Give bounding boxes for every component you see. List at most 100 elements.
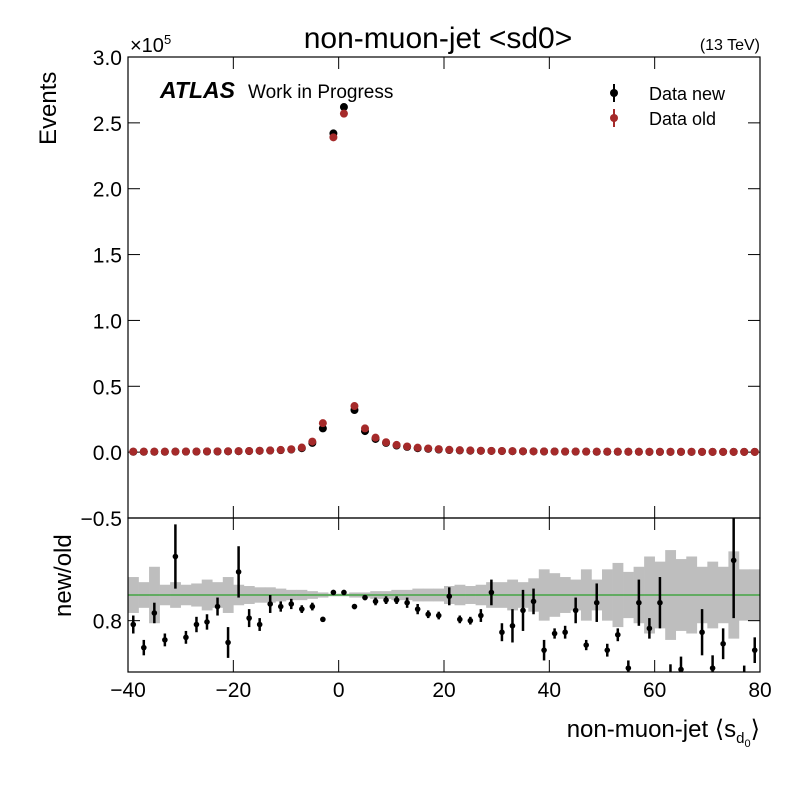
ratio-point	[372, 598, 379, 605]
ratio-point	[162, 637, 168, 643]
ratio-point	[362, 594, 368, 601]
data-point	[561, 447, 570, 456]
ratio-point	[256, 621, 263, 628]
data-point	[677, 447, 685, 456]
ratio-point	[235, 569, 242, 575]
ratio-point	[214, 603, 221, 610]
data-point	[603, 447, 612, 456]
ratio-point	[183, 634, 189, 641]
ratio-point	[689, 682, 695, 688]
ratio-y-tick-label: 0.8	[93, 611, 122, 634]
x-tick-label: −40	[110, 679, 146, 702]
x-label-part: ⟩	[751, 716, 760, 743]
ratio-point	[520, 607, 526, 614]
ratio-point	[699, 629, 705, 636]
multiplier-base: ×10	[130, 35, 164, 57]
legend-label: Data old	[649, 109, 716, 129]
legend-marker	[610, 114, 618, 122]
data-point	[455, 446, 464, 455]
y-tick-label: 2.0	[93, 179, 122, 202]
data-point	[382, 438, 391, 447]
data-point	[350, 402, 359, 411]
data-point	[740, 447, 749, 456]
data-point	[129, 447, 138, 456]
data-point	[413, 443, 422, 452]
data-point	[171, 447, 180, 456]
x-tick-label: 20	[432, 679, 455, 702]
data-point	[592, 447, 601, 456]
data-point	[519, 447, 527, 456]
ratio-point	[172, 553, 179, 560]
data-point	[540, 447, 549, 456]
ratio-point	[277, 603, 284, 610]
data-point	[666, 447, 675, 456]
data-point	[434, 445, 443, 454]
x-label-subsub: 0	[745, 738, 751, 750]
data-point	[476, 446, 485, 455]
legend-label: Data new	[649, 84, 726, 104]
x-axis-label: non-muon-jet ⟨sd0⟩	[567, 716, 760, 750]
data-point	[266, 446, 275, 455]
chart-title: non-muon-jet <sd0>	[304, 22, 573, 55]
ratio-point	[604, 647, 611, 653]
ratio-point	[309, 603, 316, 610]
data-point	[687, 447, 696, 456]
data-point	[371, 433, 380, 442]
data-point	[361, 424, 369, 433]
data-point	[698, 447, 707, 456]
data-point	[392, 440, 401, 449]
ratio-point	[625, 665, 632, 671]
ratio-point	[435, 612, 442, 619]
ratio-plot-area	[128, 518, 760, 688]
data-point	[339, 109, 348, 118]
legend-marker	[610, 89, 618, 97]
data-point	[634, 447, 643, 456]
data-point	[645, 447, 654, 456]
data-point	[192, 447, 201, 456]
x-tick-label: 60	[643, 679, 666, 702]
ratio-point	[225, 639, 231, 646]
data-point	[318, 419, 327, 428]
ratio-point	[488, 589, 495, 596]
ratio-point	[478, 612, 484, 619]
data-point	[445, 445, 454, 454]
atlas-label: ATLAS	[159, 77, 236, 103]
data-point	[571, 447, 580, 456]
ratio-point	[267, 601, 274, 607]
ratio-frame	[127, 517, 761, 673]
multiplier: ×105	[130, 32, 171, 57]
ratio-point	[288, 601, 295, 607]
data-point	[582, 447, 591, 456]
ratio-point	[615, 631, 621, 638]
ratio-point	[668, 674, 674, 680]
data-point	[150, 447, 159, 456]
data-point	[329, 133, 338, 142]
ratio-point	[720, 640, 726, 647]
ratio-point	[457, 616, 463, 623]
ratio-point	[657, 599, 663, 606]
ratio-point	[593, 599, 600, 606]
data-point	[550, 447, 559, 456]
data-point	[181, 447, 190, 456]
data-point	[160, 447, 169, 456]
ratio-point	[141, 644, 147, 651]
multiplier-exp: 5	[164, 32, 171, 47]
x-label-part: non-muon-jet ⟨s	[567, 716, 736, 743]
data-point	[613, 447, 622, 456]
data-point	[297, 443, 306, 452]
y-tick-label: 0.0	[93, 442, 122, 465]
data-point	[750, 447, 759, 456]
ratio-point	[678, 666, 684, 672]
ratio-point	[636, 599, 642, 606]
ratio-point	[562, 629, 568, 636]
ratio-point	[341, 589, 347, 596]
ratio-point	[404, 599, 410, 606]
ratio-point	[751, 647, 758, 653]
data-point	[487, 446, 496, 455]
data-point	[276, 445, 285, 454]
ratio-point	[204, 619, 210, 625]
data-point	[708, 447, 717, 456]
x-label-sub: d	[736, 730, 744, 747]
data-point	[203, 447, 211, 456]
